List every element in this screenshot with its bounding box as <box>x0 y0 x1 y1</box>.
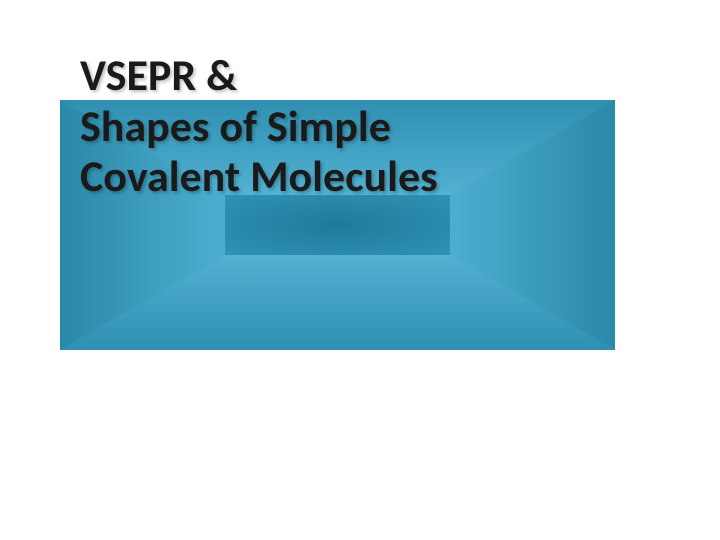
slide-title: VSEPR & Shapes of Simple Covalent Molecu… <box>80 50 438 202</box>
title-line-1: VSEPR & <box>80 50 438 101</box>
title-line-2: Shapes of Simple <box>80 101 438 152</box>
title-line-3: Covalent Molecules <box>80 151 438 202</box>
